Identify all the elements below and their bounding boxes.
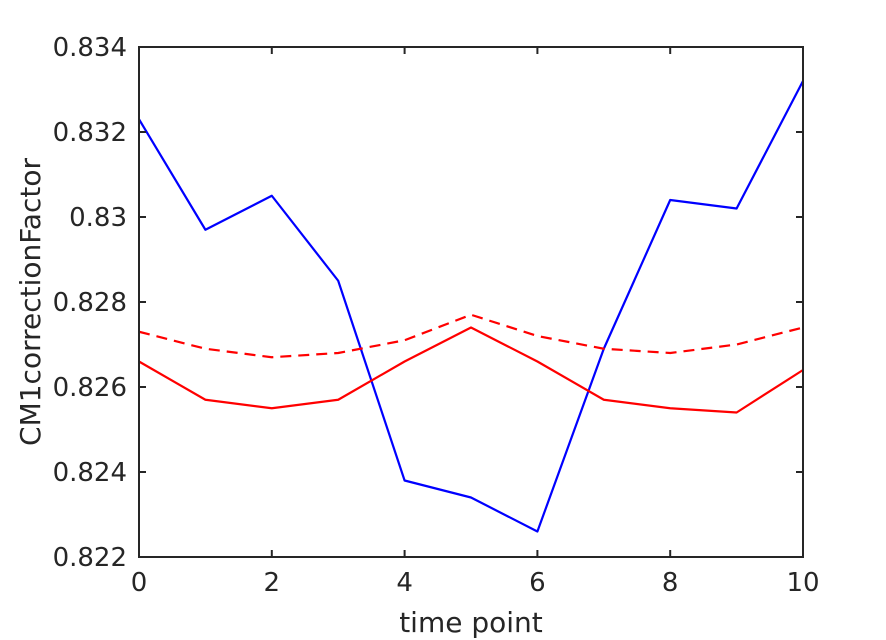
y-tick-label: 0.832 bbox=[53, 118, 127, 148]
y-tick-label: 0.822 bbox=[53, 543, 127, 573]
series-line-3-solid bbox=[138, 326, 804, 414]
x-tick-label: 8 bbox=[662, 568, 679, 598]
plot-area bbox=[139, 47, 803, 557]
y-tick-label: 0.83 bbox=[69, 203, 127, 233]
plot-background bbox=[139, 47, 803, 557]
x-axis-label: time point bbox=[399, 606, 543, 639]
series-layer bbox=[138, 80, 804, 533]
labels-layer: time point CM1correctionFactor bbox=[14, 158, 543, 639]
series-line-1-solid bbox=[138, 80, 804, 533]
x-tick-label: 6 bbox=[529, 568, 546, 598]
series-line-2-dashed bbox=[138, 313, 804, 359]
x-tick-label: 0 bbox=[131, 568, 148, 598]
y-tick-label: 0.828 bbox=[53, 288, 127, 318]
y-tick-label: 0.824 bbox=[53, 458, 127, 488]
y-axis-label: CM1correctionFactor bbox=[14, 158, 47, 446]
x-tick-label: 4 bbox=[396, 568, 413, 598]
ticks-layer: 0 2 4 6 8 10 0.822 0.824 0.826 0.828 0.83 0.832 0.83… bbox=[53, 33, 820, 598]
y-tick-label: 0.826 bbox=[53, 373, 127, 403]
x-tick-label: 2 bbox=[264, 568, 281, 598]
x-tick-label: 10 bbox=[786, 568, 819, 598]
y-tick-label: 0.834 bbox=[53, 33, 127, 63]
